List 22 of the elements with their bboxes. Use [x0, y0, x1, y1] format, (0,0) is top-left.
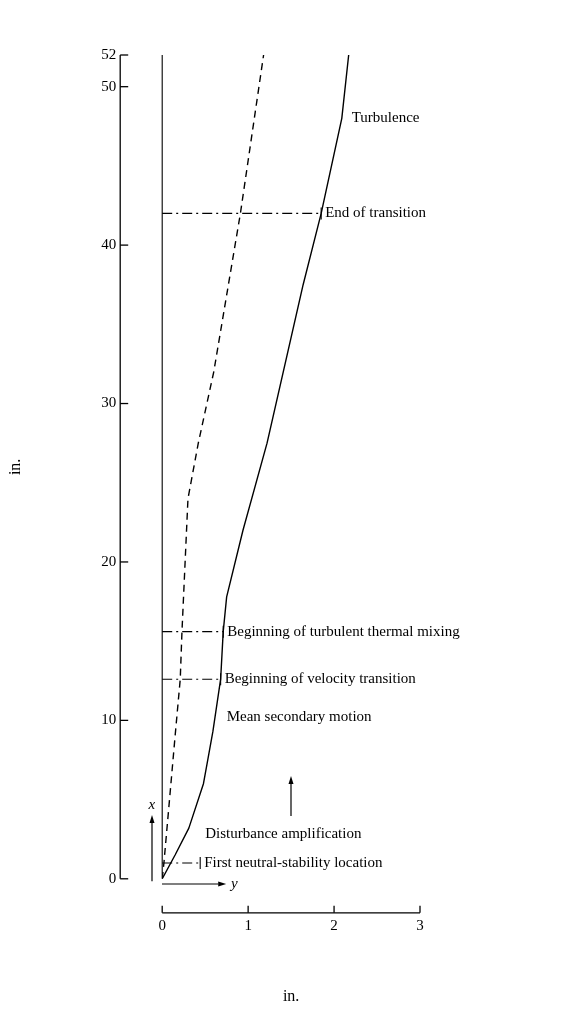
y-axis-title: in. — [5, 458, 23, 476]
y-tick-label: 52 — [101, 45, 117, 62]
x-axis-title: in. — [282, 986, 300, 1004]
y-tick-label: 10 — [101, 711, 117, 728]
y-tick-label: 20 — [101, 552, 117, 569]
y-tick-label: 40 — [101, 236, 117, 253]
x-tick-label: 0 — [158, 916, 166, 933]
y-tick-label: 0 — [108, 869, 117, 886]
ref-line-label: Beginning of velocity transition — [224, 670, 417, 687]
y-tick-label: 30 — [101, 394, 117, 411]
x-tick-label: 1 — [244, 916, 252, 933]
ref-line-label: End of transition — [325, 204, 427, 221]
x-tick-label: 2 — [330, 916, 338, 933]
annotation: Mean secondary motion — [226, 708, 373, 725]
y-tick-label: 50 — [101, 77, 117, 94]
ref-line-label: Beginning of turbulent thermal mixing — [227, 622, 461, 639]
annotation: y — [229, 874, 239, 891]
annotation: Turbulence — [351, 109, 420, 126]
x-tick-label: 3 — [416, 916, 424, 933]
annotation: Disturbance amplification — [205, 825, 362, 842]
ref-line-label: First neutral-stability location — [204, 853, 383, 870]
text: x — [147, 795, 156, 812]
